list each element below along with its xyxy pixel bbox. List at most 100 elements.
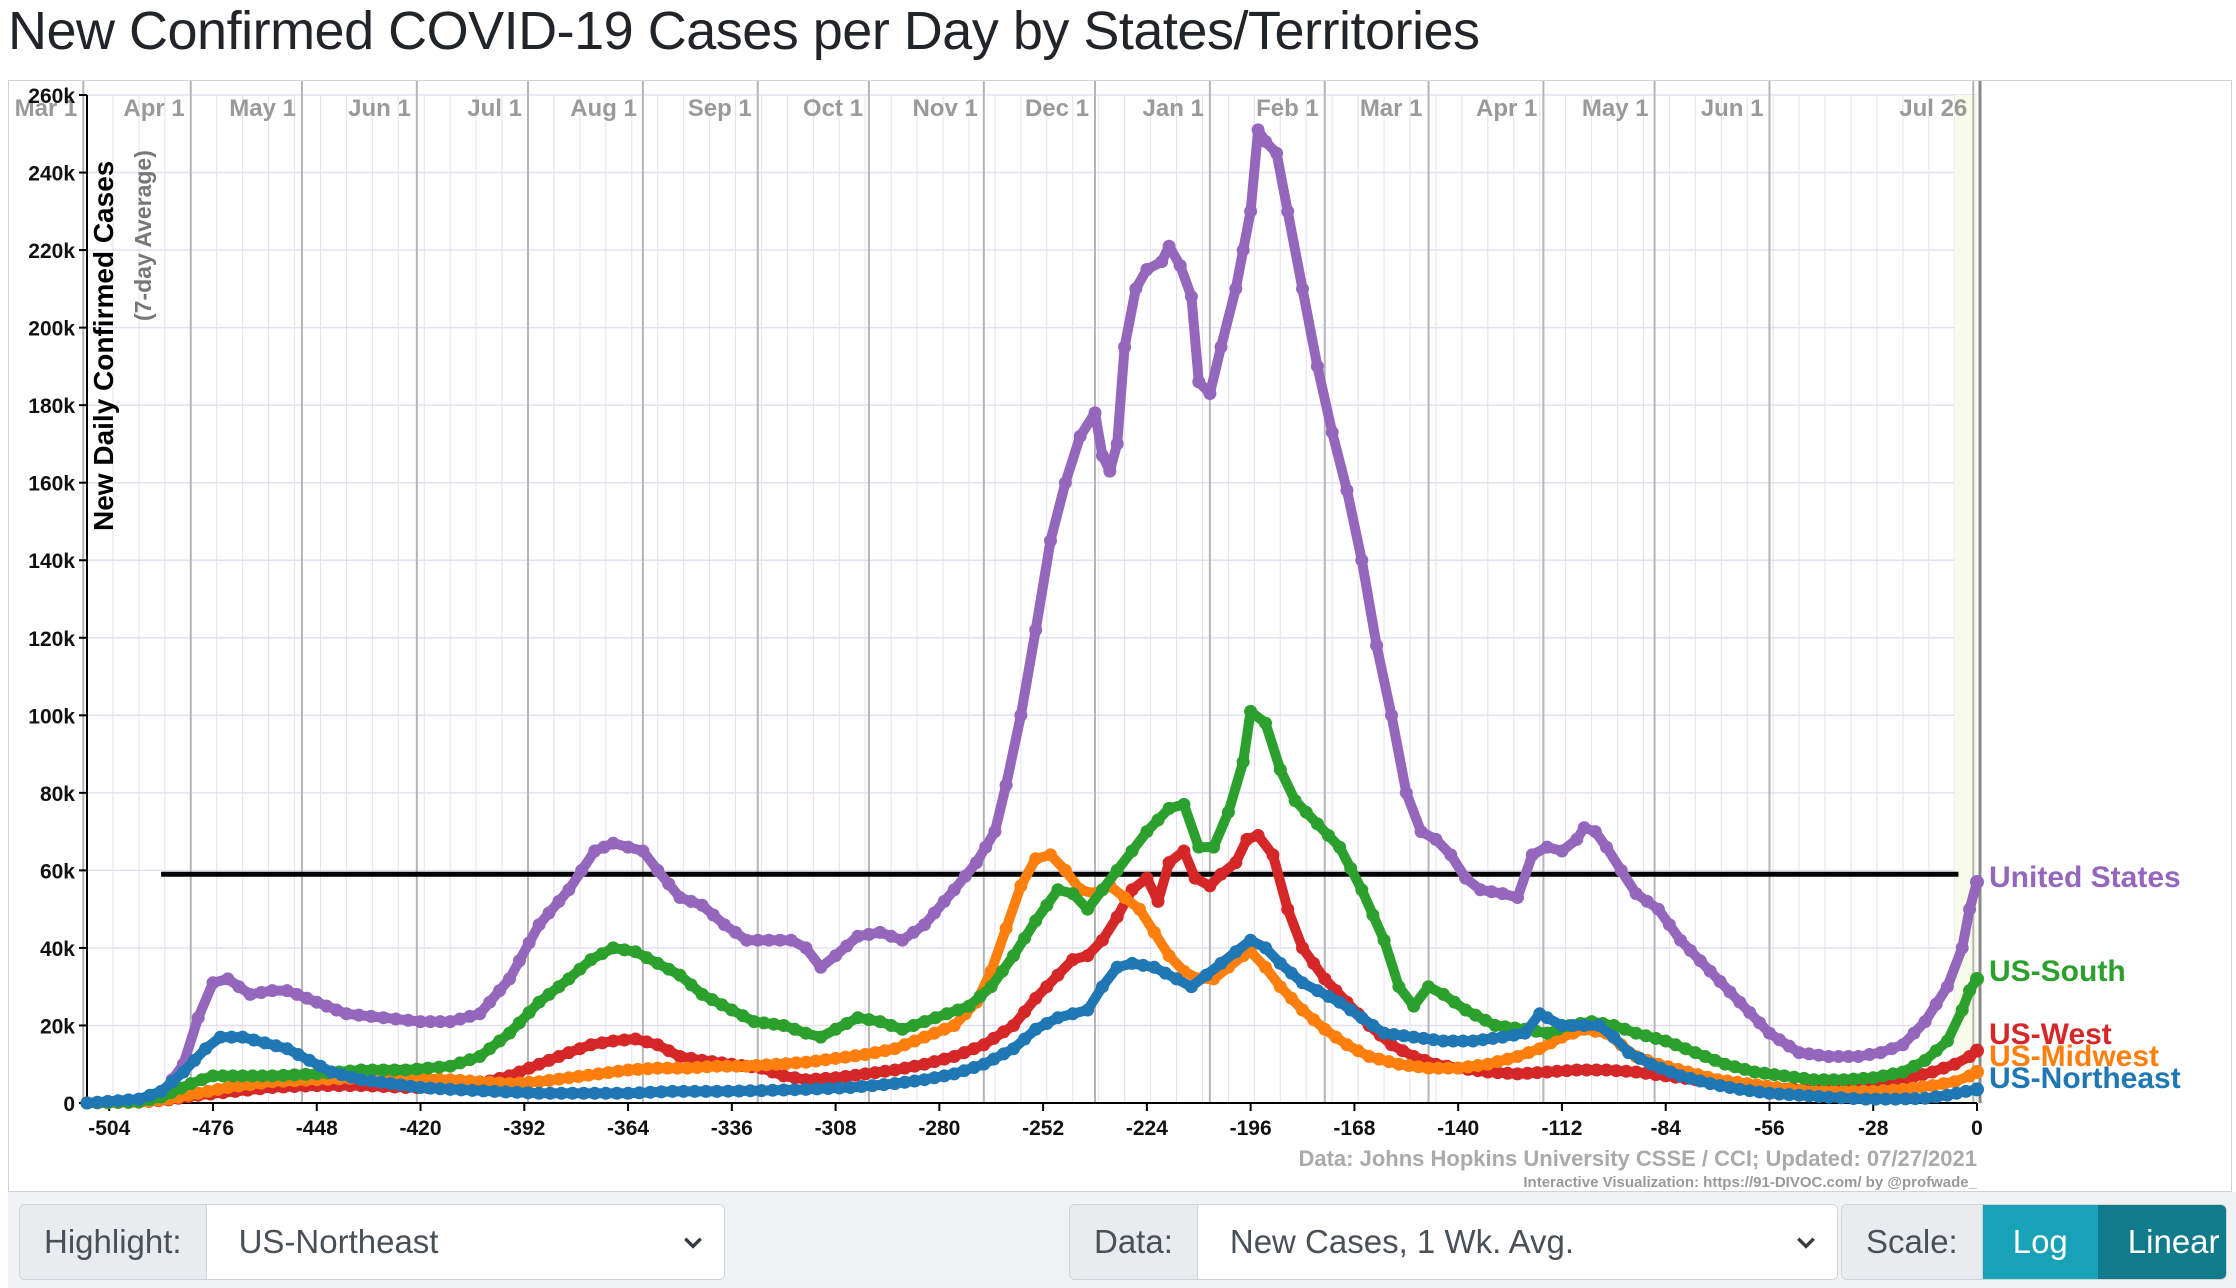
data-point: [740, 1059, 754, 1073]
data-point: [1748, 1065, 1762, 1079]
series-line: [82, 706, 1982, 1108]
month-label: Jun 1: [1701, 95, 1764, 122]
data-point: [810, 1082, 824, 1096]
data-source: Data: Johns Hopkins University CSSE / CC…: [1298, 1146, 1977, 1171]
y-axis: 0 20k 40k 60k 80k 100k 120k 140k 160k 180k 200k 220…: [28, 85, 88, 1116]
data-point: [736, 1009, 750, 1023]
data-point: [1377, 933, 1391, 947]
data-point: [1501, 1052, 1515, 1066]
data-point: [577, 1086, 591, 1100]
data-point: [1318, 1022, 1332, 1036]
data-point: [1614, 863, 1628, 877]
scale-control: Scale: Log Linear: [1841, 1204, 2227, 1280]
data-point: [858, 1048, 872, 1061]
data-point: [1018, 1032, 1032, 1046]
data-point: [232, 1079, 246, 1093]
data-point: [1051, 968, 1065, 982]
y-tick-label: 120k: [28, 628, 75, 651]
data-point: [1058, 476, 1072, 490]
data-point: [1590, 1063, 1603, 1077]
data-point: [562, 1071, 576, 1085]
data-point: [1125, 844, 1139, 858]
data-point: [789, 1056, 803, 1070]
data-point: [717, 918, 731, 932]
data-point: [575, 863, 589, 877]
data-point: [122, 1093, 135, 1107]
data-point: [1592, 1019, 1606, 1032]
data-point: [265, 1069, 279, 1083]
highlight-select[interactable]: US-Northeast: [206, 1205, 724, 1279]
data-point: [1229, 282, 1243, 296]
data-point: [1396, 1044, 1410, 1058]
y-tick-label: 220k: [28, 240, 75, 263]
data-point: [1355, 1011, 1369, 1025]
data-point: [987, 1031, 1001, 1045]
data-point: [1007, 1019, 1020, 1032]
log-scale-button[interactable]: Log: [1982, 1205, 2098, 1279]
data-point: [1162, 239, 1176, 253]
data-point: [191, 1086, 205, 1100]
data-point: [1429, 832, 1443, 846]
data-point: [1140, 871, 1154, 885]
data-point: [1651, 902, 1665, 916]
data-point: [973, 989, 987, 1003]
data-point: [1772, 1033, 1786, 1047]
data-point: [1937, 1077, 1951, 1091]
data-point: [937, 894, 951, 908]
data-point: [1436, 1034, 1450, 1048]
data-point: [542, 1073, 556, 1087]
linear-scale-button[interactable]: Linear: [2097, 1205, 2226, 1279]
data-point: [1136, 958, 1150, 972]
data-select[interactable]: New Cases, 1 Wk. Avg.: [1197, 1205, 1837, 1279]
data-point: [453, 1056, 467, 1070]
data-point: [1918, 1015, 1932, 1029]
data-point: [829, 1022, 843, 1036]
data-point: [1525, 848, 1539, 862]
x-tick-label: -224: [1126, 1117, 1168, 1140]
data-point: [1693, 954, 1707, 968]
data-point: [1669, 1038, 1683, 1052]
data-point: [799, 941, 813, 955]
data-point: [1520, 1066, 1534, 1080]
data-point: [573, 962, 587, 976]
data-point: [1095, 883, 1109, 897]
x-tick-label: -392: [503, 1117, 545, 1140]
data-point: [1898, 1092, 1912, 1106]
data-point: [364, 1074, 378, 1088]
data-point: [1451, 1061, 1465, 1075]
data-point: [1073, 429, 1087, 443]
data-point: [1199, 968, 1213, 982]
data-point: [788, 1022, 802, 1036]
data-point: [1540, 1026, 1554, 1040]
data-point: [640, 951, 654, 965]
data-point: [1273, 956, 1287, 970]
data-point: [1570, 832, 1584, 846]
data-point: [591, 1067, 605, 1081]
data-point: [1926, 1079, 1939, 1093]
data-point: [1713, 975, 1727, 988]
data-point: [1688, 1046, 1702, 1060]
data-point: [1481, 1057, 1495, 1071]
data-point: [1496, 1030, 1510, 1044]
data-point: [236, 1030, 250, 1044]
data-point: [671, 1061, 684, 1075]
data-point: [1307, 956, 1321, 970]
data-point: [503, 1026, 516, 1040]
data-point: [1469, 1008, 1482, 1022]
data-point: [1229, 856, 1243, 870]
data-point: [344, 1070, 358, 1084]
data-point: [354, 1063, 368, 1077]
data-point: [918, 918, 931, 932]
data-point: [937, 1069, 951, 1083]
data-point: [829, 1051, 843, 1065]
data-point: [1926, 1065, 1939, 1079]
data-point: [1177, 844, 1191, 858]
data-point: [473, 1050, 487, 1063]
data-point: [1018, 931, 1032, 945]
data-point: [918, 1030, 931, 1044]
data-point: [454, 1083, 468, 1097]
data-point: [947, 1067, 961, 1081]
data-point: [895, 933, 909, 947]
data-point: [532, 1086, 546, 1100]
data-point: [1340, 483, 1354, 497]
